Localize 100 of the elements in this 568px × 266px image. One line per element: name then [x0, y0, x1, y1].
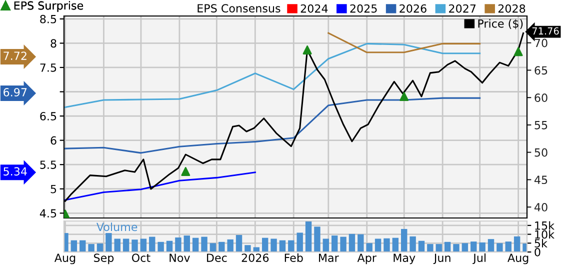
bar [496, 243, 503, 252]
y2-tick-label: 70 [534, 38, 548, 48]
data-label: 71.76 [532, 27, 559, 35]
bar [236, 234, 242, 252]
bar [392, 238, 399, 252]
y2-tick-label: 65 [534, 66, 548, 75]
bar [288, 240, 294, 252]
y-tick-label: 8.5 [40, 14, 56, 24]
bar [140, 238, 147, 252]
bar [132, 240, 138, 252]
legend-title: EPS Consensus [198, 4, 280, 13]
y-tick-label: 5 [50, 184, 56, 194]
legend-label: 2025 [350, 4, 377, 13]
x-tick-label: May [394, 254, 416, 264]
bar [340, 236, 346, 252]
y-tick-label: 0 [534, 248, 540, 256]
bar [514, 236, 520, 252]
bar [374, 238, 382, 252]
y2-tick-label: 50 [534, 148, 548, 157]
text: 5.34 [4, 167, 27, 176]
x-tick-label: Aug [54, 254, 76, 264]
x-tick-label: Oct [132, 254, 150, 262]
bar [80, 240, 86, 252]
bar [444, 242, 451, 252]
y-tick-label: 7.5 [40, 64, 56, 72]
point [302, 45, 312, 54]
bar [358, 234, 364, 252]
bar [175, 237, 182, 252]
bar [106, 233, 112, 252]
bar [296, 232, 303, 252]
series-label: Volume [96, 222, 138, 232]
x-tick-label: Jun [433, 254, 450, 264]
x-tick-label: Apr [357, 254, 376, 264]
bar [314, 226, 320, 252]
bar [401, 228, 408, 252]
bar [322, 238, 330, 252]
legend-label: EPS Surprise [14, 1, 84, 12]
y-tick-label: 5k [534, 238, 548, 248]
bar [244, 245, 251, 252]
bar [253, 247, 260, 252]
bar [210, 243, 216, 252]
bar [470, 242, 477, 252]
bar [201, 236, 208, 252]
x-tick-label: Dec [207, 254, 227, 262]
bar [88, 244, 94, 252]
y2-tick-label: 55 [534, 121, 548, 130]
bar [149, 236, 156, 252]
y-tick-label: 4.5 [40, 209, 56, 218]
x-tick-label: 2026 [242, 254, 269, 262]
y2-tick-label: 40 [534, 203, 548, 212]
y-tick-label: 6 [50, 136, 56, 145]
x-tick-label: Mar [319, 254, 339, 262]
point [514, 47, 523, 56]
bar [96, 243, 104, 252]
text: 6.97 [4, 88, 27, 96]
bar [227, 239, 234, 252]
y2-tick-label: 45 [534, 176, 548, 184]
legend-label: Price ($) [478, 19, 523, 30]
x-tick-label: Jul [472, 253, 486, 264]
x-tick-label: Feb [284, 253, 303, 262]
legend-label: 2027 [449, 4, 476, 13]
bar [348, 234, 356, 252]
y-tick-label: 10k [535, 230, 554, 239]
bar [114, 238, 120, 252]
x-tick-label: Sep [94, 254, 114, 264]
legend-label: 2026 [400, 4, 426, 13]
bar [505, 242, 512, 252]
bar [218, 242, 225, 252]
bar [166, 240, 173, 252]
bar [462, 243, 468, 252]
bar [305, 221, 312, 252]
x-tick-label: Nov [170, 254, 190, 262]
legend-label: 2028 [498, 4, 526, 13]
bar [270, 238, 277, 252]
text: 7.72 [4, 52, 26, 60]
y-tick-label: 5.5 [40, 160, 56, 169]
bar [192, 238, 199, 252]
bar [410, 236, 416, 252]
line-series [64, 172, 256, 201]
x-tick-label: Aug [508, 254, 528, 264]
bar [122, 238, 130, 252]
bar [262, 238, 268, 252]
y-tick-label: 15k [535, 221, 554, 230]
bar [279, 240, 286, 252]
legend-label: 2024 [300, 4, 328, 13]
bar [479, 242, 486, 252]
y2-tick-label: 60 [534, 94, 548, 102]
bar [436, 244, 442, 252]
point [181, 166, 190, 176]
line-series [64, 42, 481, 108]
bar [184, 236, 190, 252]
y-tick-label: 8 [50, 39, 56, 48]
y-tick-label: 6.5 [40, 112, 56, 120]
bar [331, 236, 338, 252]
bar [366, 243, 372, 252]
bar [158, 242, 164, 252]
bar [418, 240, 425, 252]
bar [427, 244, 434, 252]
point [400, 92, 409, 101]
bar [70, 240, 78, 252]
